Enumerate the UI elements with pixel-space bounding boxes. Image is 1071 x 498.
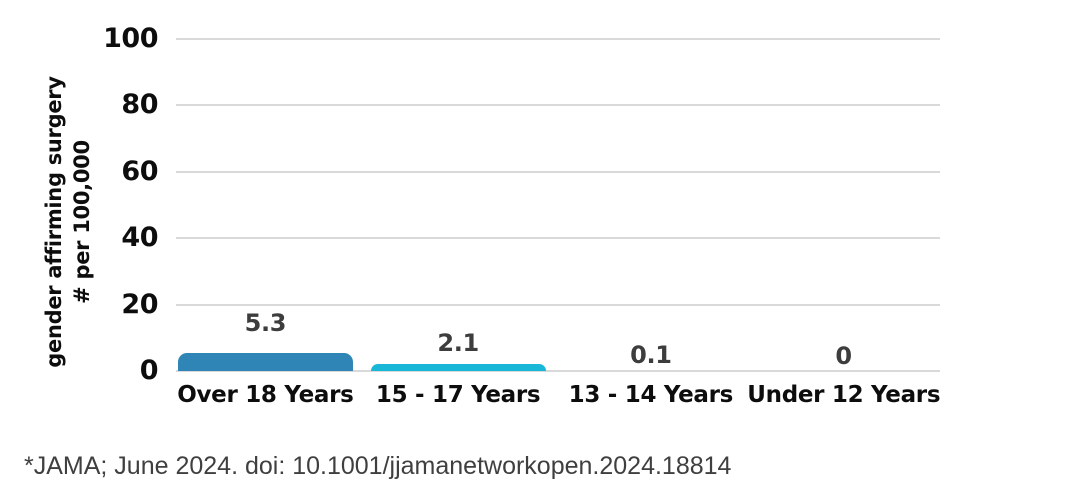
y-tick-label-0: 0	[139, 355, 159, 386]
x-category-label-2: 13 - 14 Years	[568, 382, 734, 408]
y-tick-label-100: 100	[103, 23, 158, 54]
x-category-label-1: 15 - 17 Years	[375, 382, 541, 408]
value-label-2: 0.1	[630, 341, 672, 370]
y-tick-label-40: 40	[121, 222, 158, 254]
value-label-3: 0	[835, 342, 852, 370]
gridline-y40	[176, 237, 940, 240]
value-label-0: 5.3	[244, 309, 287, 338]
y-tick-label-80: 80	[121, 89, 158, 121]
bar-chart: gender affirming surgery # per 100,000 0…	[42, 23, 941, 408]
x-category-label-3: Under 12 Years	[747, 382, 941, 408]
x-category-label-0: Over 18 Years	[177, 382, 354, 408]
bar-1	[370, 364, 546, 371]
source-note: *JAMA; June 2024. doi: 10.1001/jjamanetw…	[24, 452, 732, 480]
value-label-1: 2.1	[437, 329, 479, 358]
gridline-y80	[176, 104, 940, 107]
gridline-y0	[176, 370, 940, 372]
gridline-y60	[176, 170, 940, 173]
y-tick-label-60: 60	[121, 155, 158, 187]
gridline-y100	[176, 38, 940, 40]
y-tick-label-20: 20	[121, 288, 158, 320]
gridline-y20	[176, 303, 940, 306]
bar-0	[177, 353, 353, 371]
